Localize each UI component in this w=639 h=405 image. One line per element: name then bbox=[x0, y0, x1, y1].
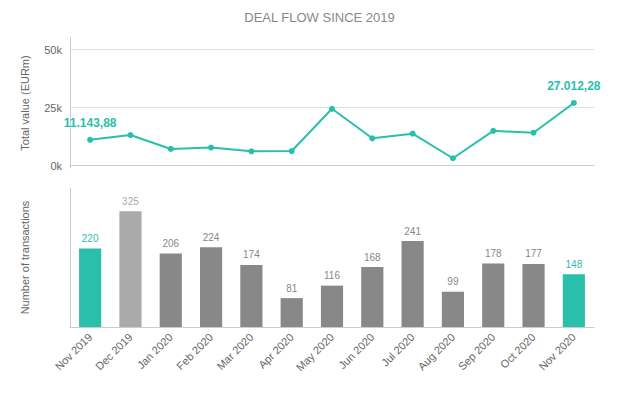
svg-text:25k: 25k bbox=[44, 102, 62, 114]
svg-text:27.012,28: 27.012,28 bbox=[547, 79, 601, 93]
svg-text:50k: 50k bbox=[44, 44, 62, 56]
svg-text:Nov 2020: Nov 2020 bbox=[536, 331, 578, 373]
svg-text:Number of transactions: Number of transactions bbox=[19, 200, 31, 314]
svg-text:177: 177 bbox=[525, 248, 542, 259]
svg-text:Total value (EURm): Total value (EURm) bbox=[19, 55, 31, 150]
svg-text:224: 224 bbox=[203, 232, 220, 243]
svg-text:Dec 2019: Dec 2019 bbox=[93, 331, 135, 373]
svg-text:Jan 2020: Jan 2020 bbox=[135, 331, 175, 371]
svg-text:Sep 2020: Sep 2020 bbox=[456, 331, 498, 373]
svg-text:148: 148 bbox=[566, 259, 583, 270]
svg-text:Jul 2020: Jul 2020 bbox=[379, 331, 417, 369]
svg-text:Apr 2020: Apr 2020 bbox=[256, 331, 296, 371]
svg-text:Nov 2019: Nov 2019 bbox=[53, 331, 95, 373]
svg-text:Oct 2020: Oct 2020 bbox=[498, 331, 538, 371]
svg-text:Jun 2020: Jun 2020 bbox=[336, 331, 376, 371]
svg-text:99: 99 bbox=[447, 276, 459, 287]
svg-text:0k: 0k bbox=[50, 160, 62, 172]
svg-text:241: 241 bbox=[404, 226, 421, 237]
svg-text:May 2020: May 2020 bbox=[294, 331, 337, 374]
svg-text:178: 178 bbox=[485, 248, 502, 259]
svg-text:Mar 2020: Mar 2020 bbox=[214, 331, 255, 372]
svg-text:Aug 2020: Aug 2020 bbox=[415, 331, 457, 373]
svg-text:325: 325 bbox=[122, 196, 139, 207]
svg-text:11.143,88: 11.143,88 bbox=[64, 116, 117, 130]
svg-text:174: 174 bbox=[243, 249, 260, 260]
svg-text:206: 206 bbox=[162, 238, 179, 249]
svg-text:DEAL FLOW SINCE 2019: DEAL FLOW SINCE 2019 bbox=[244, 10, 395, 25]
svg-text:168: 168 bbox=[364, 252, 381, 263]
svg-text:116: 116 bbox=[324, 270, 340, 281]
svg-text:Feb 2020: Feb 2020 bbox=[174, 331, 215, 372]
svg-text:81: 81 bbox=[286, 283, 298, 294]
svg-text:220: 220 bbox=[82, 233, 99, 244]
